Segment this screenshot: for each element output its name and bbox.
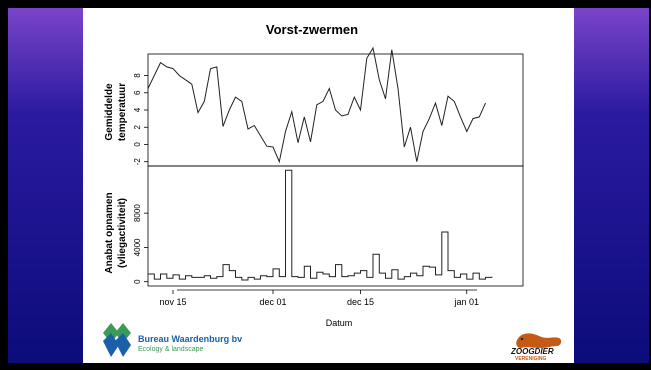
ylabel-top-line1: Gemiddelde bbox=[104, 83, 115, 141]
ytick-top-label: 4 bbox=[133, 107, 142, 112]
ylabel-bottom-line1: Anabat opnamen bbox=[104, 192, 115, 273]
panel-bottom-frame bbox=[147, 165, 524, 287]
ylabel-top-line2: temperatuur bbox=[117, 83, 128, 141]
bureau-waardenburg-subtitle: Ecology & landscape bbox=[138, 346, 204, 353]
ytick-top-label: 2 bbox=[133, 124, 142, 129]
xtick-label: nov 15 bbox=[159, 297, 186, 307]
xtick-label: dec 01 bbox=[259, 297, 286, 307]
xtick-label: dec 15 bbox=[347, 297, 374, 307]
ytick-top-label: 8 bbox=[133, 73, 142, 78]
activity-step-line bbox=[148, 169, 493, 281]
zoogdier-subtitle: VERENIGING bbox=[515, 356, 547, 362]
ylabel-top: Gemiddelde temperatuur bbox=[104, 83, 128, 141]
bureau-waardenburg-logo bbox=[101, 321, 133, 361]
zoogdier-name: ZOOGDIER bbox=[511, 347, 554, 356]
xtick-label: jan 01 bbox=[453, 297, 479, 307]
chart-title: Vorst-zwermen bbox=[266, 22, 358, 37]
bottom-yaxis: 0 4000 8000 bbox=[133, 204, 148, 284]
right-gradient-panel bbox=[574, 8, 649, 363]
xaxis: nov 15 dec 01 dec 15 jan 01 bbox=[159, 290, 479, 307]
slide: Vorst-zwermen Gemiddelde temperatuur -2 0… bbox=[83, 8, 574, 363]
ylabel-bottom: Anabat opnamen (vliegactiviteit) bbox=[104, 192, 128, 273]
ytick-bottom-label: 8000 bbox=[133, 204, 142, 222]
temperature-line bbox=[147, 46, 486, 164]
ytick-bottom-label: 4000 bbox=[133, 238, 142, 256]
ytick-bottom-label: 0 bbox=[133, 279, 142, 284]
ytick-top-label: 6 bbox=[133, 90, 142, 95]
otter-icon bbox=[513, 326, 565, 358]
bureau-waardenburg-name: Bureau Waardenburg bv bbox=[138, 334, 243, 344]
ytick-top-label: -2 bbox=[133, 158, 142, 166]
ytick-top-label: 0 bbox=[133, 142, 142, 147]
chart: Vorst-zwermen Gemiddelde temperatuur -2 0… bbox=[104, 22, 524, 328]
top-yaxis: -2 0 2 4 6 8 bbox=[133, 73, 148, 165]
ylabel-bottom-line2: (vliegactiviteit) bbox=[117, 198, 128, 268]
xaxis-label: Datum bbox=[326, 318, 353, 328]
left-gradient-panel bbox=[8, 8, 83, 363]
